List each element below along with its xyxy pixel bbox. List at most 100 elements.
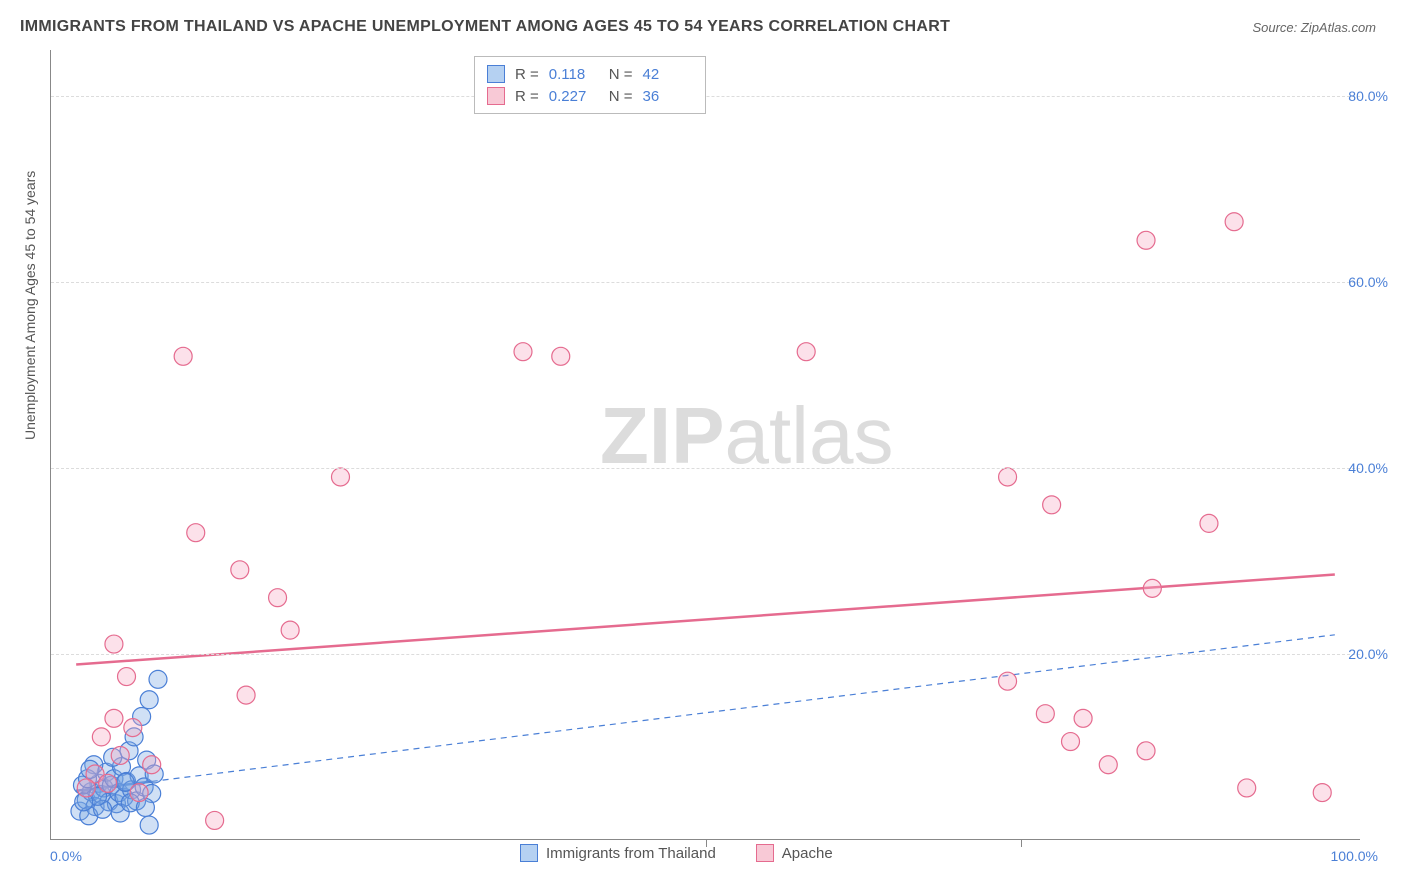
data-point [135,778,153,796]
data-point [1036,705,1054,723]
data-point [104,748,122,766]
data-point [92,785,110,803]
n-label: N = [609,66,633,83]
data-point [102,776,120,794]
data-point [112,758,130,776]
y-tick-label: 40.0% [1348,460,1388,476]
y-axis-label: Unemployment Among Ages 45 to 54 years [22,171,38,440]
data-point [130,767,148,785]
data-point [95,779,113,797]
data-point [281,621,299,639]
trend-line [76,574,1335,664]
data-point [90,774,108,792]
data-point [138,751,156,769]
data-point [118,772,136,790]
data-point [1062,733,1080,751]
legend-series: Immigrants from Thailand Apache [520,844,833,862]
data-point [81,760,99,778]
data-point [1313,784,1331,802]
data-point [552,347,570,365]
data-point [86,765,104,783]
r-value: 0.118 [549,66,599,83]
data-point [174,347,192,365]
trend-extrapolation [152,635,1335,782]
data-point [111,746,129,764]
data-point [206,811,224,829]
data-point [75,793,93,811]
data-point [115,788,133,806]
gridline [51,654,1360,655]
chart-title: IMMIGRANTS FROM THAILAND VS APACHE UNEMP… [20,18,950,36]
data-point [80,807,98,825]
r-label: R = [515,66,539,83]
data-point [99,774,117,792]
x-tick-left: 0.0% [50,848,82,864]
data-point [143,756,161,774]
data-point [1074,709,1092,727]
data-point [120,742,138,760]
y-tick-label: 20.0% [1348,646,1388,662]
data-point [1225,213,1243,231]
r-label: R = [515,88,539,105]
data-point [121,794,139,812]
legend-swatch [487,87,505,105]
data-point [82,783,100,801]
data-point [1200,514,1218,532]
data-point [1137,742,1155,760]
r-value: 0.227 [549,88,599,105]
data-point [97,763,115,781]
data-point [73,776,91,794]
x-tick-right: 100.0% [1331,848,1378,864]
data-point [85,756,103,774]
data-point [105,770,123,788]
data-point [118,668,136,686]
n-value: 36 [643,88,693,105]
data-point [514,343,532,361]
data-point [123,781,141,799]
data-point [143,785,161,803]
gridline [51,468,1360,469]
data-point [111,804,129,822]
data-point [130,784,148,802]
data-point [89,787,107,805]
data-point [100,793,118,811]
data-point [149,670,167,688]
data-point [231,561,249,579]
legend-swatch [756,844,774,862]
data-point [136,798,154,816]
legend-stats-row: R = 0.227 N = 36 [487,85,693,107]
data-point [71,802,89,820]
legend-swatch [487,65,505,83]
data-point [86,798,104,816]
data-point [999,468,1017,486]
y-tick-label: 80.0% [1348,88,1388,104]
legend-label: Immigrants from Thailand [546,845,716,862]
data-point [269,589,287,607]
legend-label: Apache [782,845,833,862]
data-point [1099,756,1117,774]
data-point [140,816,158,834]
data-point [133,707,151,725]
data-point [331,468,349,486]
legend-stats-row: R = 0.118 N = 42 [487,63,693,85]
legend-item: Apache [756,844,833,862]
data-point [77,791,95,809]
data-point [999,672,1017,690]
plot-area [50,50,1360,840]
data-point [116,773,134,791]
data-point [124,719,142,737]
data-point [128,792,146,810]
data-point [79,770,97,788]
scatter-svg [51,50,1360,839]
data-point [237,686,255,704]
source-label: Source: ZipAtlas.com [1252,20,1376,35]
y-tick-label: 60.0% [1348,274,1388,290]
data-point [187,524,205,542]
data-point [105,709,123,727]
gridline [51,282,1360,283]
trend-line [76,781,152,790]
data-point [125,728,143,746]
data-point [1143,579,1161,597]
data-point [107,795,125,813]
n-value: 42 [643,66,693,83]
